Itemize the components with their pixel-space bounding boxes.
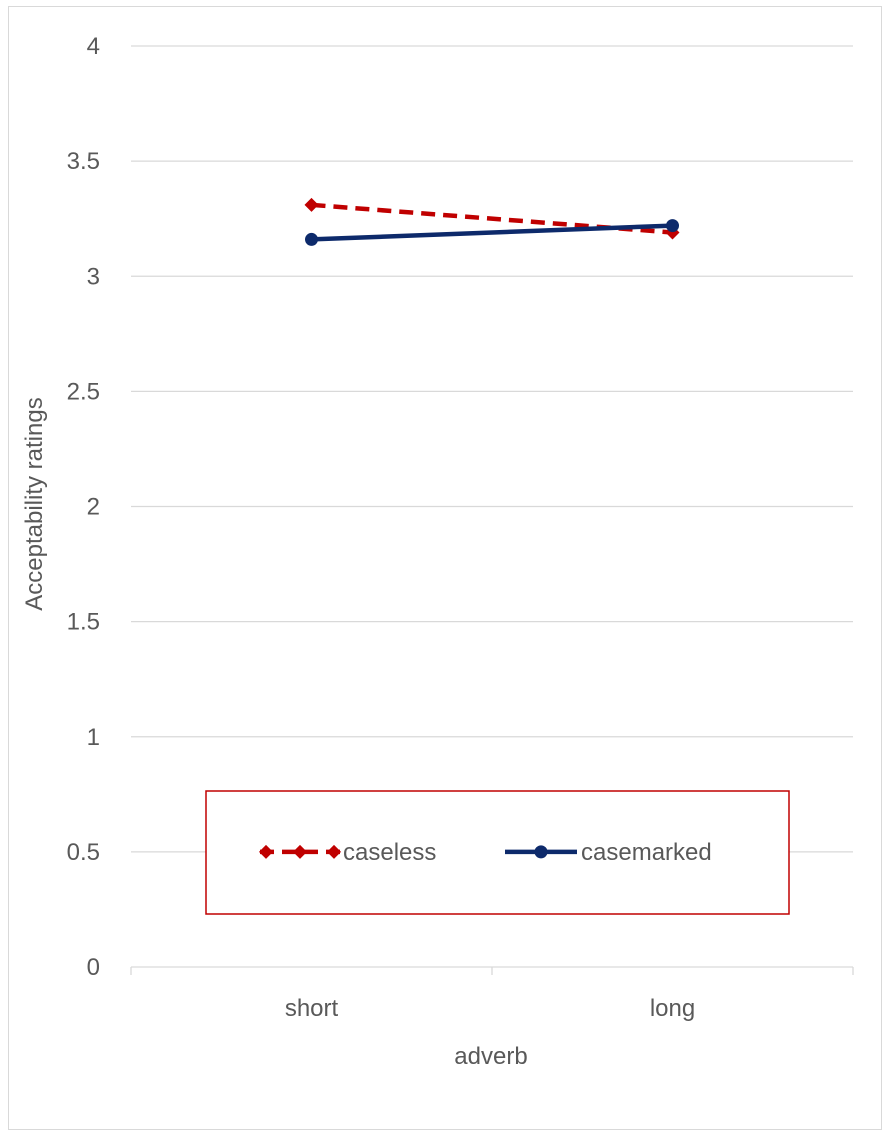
x-tick-label: long (650, 995, 695, 1022)
y-tick-label: 2.5 (67, 378, 100, 405)
legend-label: casemarked (581, 839, 712, 866)
legend-label: caseless (343, 839, 436, 866)
data-point (666, 219, 679, 233)
y-tick-label: 3.5 (67, 148, 100, 175)
y-tick-label: 1.5 (67, 609, 100, 636)
legend-entry-casemarked: casemarked (505, 839, 712, 866)
series-casemarked (305, 219, 679, 246)
x-axis (130, 966, 854, 975)
x-axis-title: adverb (454, 1043, 527, 1070)
data-point (305, 232, 318, 246)
y-tick-label: 0.5 (67, 839, 100, 866)
gridlines (131, 45, 853, 853)
data-point (304, 197, 319, 212)
chart-frame (8, 6, 882, 1130)
legend-marker (259, 844, 273, 859)
y-axis-title: Acceptability ratings (21, 397, 48, 610)
legend-marker (534, 845, 548, 859)
series-line (311, 223, 673, 242)
y-tick-label: 0 (87, 954, 100, 981)
legend-marker (293, 844, 307, 859)
y-tick-label: 1 (87, 724, 100, 751)
y-tick-label: 4 (87, 33, 100, 60)
y-tick-label: 2 (87, 494, 100, 521)
x-tick-label: short (285, 995, 339, 1022)
x-tick-labels: short long (285, 995, 695, 1022)
series-line (311, 202, 673, 235)
y-tick-label: 3 (87, 263, 100, 290)
legend-entry-caseless: caseless (259, 839, 436, 866)
legend-entries: caseless casemarked (259, 839, 712, 866)
y-tick-labels: 0 0.5 1 1.5 2 2.5 3 3.5 4 (67, 33, 100, 981)
legend: caseless casemarked (205, 790, 790, 915)
legend-marker (327, 844, 341, 859)
data-series (304, 197, 680, 246)
